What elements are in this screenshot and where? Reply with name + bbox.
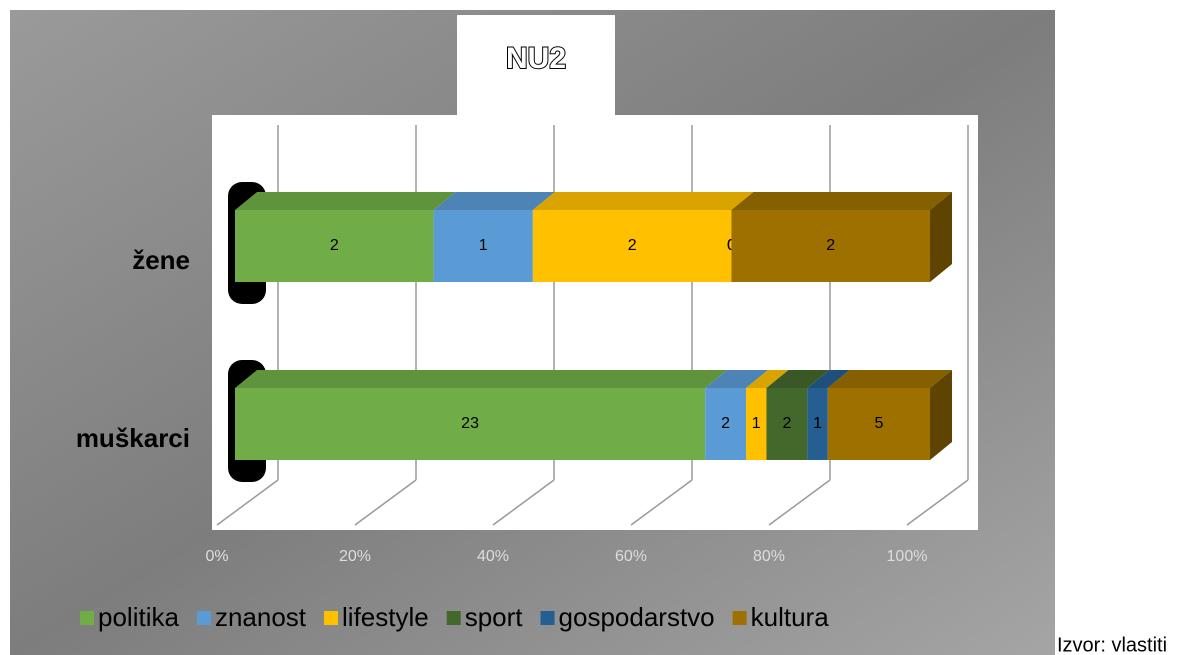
bar — [746, 388, 767, 460]
x-tick-label: 80% — [753, 548, 785, 565]
data-label: 2 — [330, 237, 339, 254]
bar — [433, 210, 533, 282]
bar-top — [807, 370, 850, 388]
legend-swatch — [540, 611, 555, 625]
y-tick-label: žene — [132, 245, 190, 275]
title-box — [457, 15, 615, 115]
data-label: 2 — [782, 415, 791, 432]
bar-top — [746, 370, 789, 388]
bar — [705, 388, 747, 460]
legend-swatch — [324, 611, 339, 625]
bar — [827, 388, 930, 460]
bar-top — [235, 192, 456, 210]
source-note: Izvor: vlastiti — [1057, 634, 1167, 655]
bar-top — [731, 192, 952, 210]
grid-line — [906, 479, 969, 526]
legend-swatch — [80, 611, 94, 625]
y-tick-label: muškarci — [76, 423, 190, 453]
bar-top — [433, 192, 555, 210]
bar-top — [532, 192, 754, 210]
grid-line — [768, 479, 831, 526]
legend-label: kultura — [751, 602, 830, 632]
grid-line — [354, 479, 417, 526]
bar — [807, 388, 828, 460]
legend-swatch — [446, 611, 461, 625]
data-label: 5 — [874, 415, 883, 432]
bar — [532, 210, 732, 282]
data-label: 2 — [628, 237, 637, 254]
legend-label: znanost — [215, 602, 307, 632]
legend-label: lifestyle — [342, 602, 429, 632]
bar-top — [235, 370, 728, 388]
bar — [766, 388, 808, 460]
x-tick-label: 60% — [615, 548, 647, 565]
bar-top — [705, 370, 769, 388]
bar-side — [930, 192, 952, 282]
bar — [235, 388, 706, 460]
legend-label: politika — [98, 602, 179, 632]
data-label: 1 — [813, 415, 822, 432]
data-label: 23 — [461, 415, 479, 432]
grid-line — [630, 479, 693, 526]
data-label: 2 — [826, 237, 835, 254]
grid-line — [492, 479, 555, 526]
data-label: 1 — [479, 237, 488, 254]
x-tick-label: 40% — [477, 548, 509, 565]
x-tick-label: 0% — [205, 548, 228, 565]
legend-label: gospodarstvo — [559, 602, 715, 632]
data-label: 2 — [721, 415, 730, 432]
grid-line — [216, 479, 279, 526]
bar — [235, 210, 434, 282]
plot-area — [212, 115, 978, 530]
x-tick-label: 20% — [339, 548, 371, 565]
bar-top — [827, 370, 952, 388]
bar-side — [930, 370, 952, 460]
legend-swatch — [732, 611, 747, 625]
legend-swatch — [196, 611, 211, 625]
legend-label: sport — [465, 602, 524, 632]
data-label: 1 — [752, 415, 761, 432]
chart-title: NU2 — [506, 42, 566, 75]
x-tick-label: 100% — [887, 548, 928, 565]
bar — [731, 210, 930, 282]
bar-top — [766, 370, 830, 388]
